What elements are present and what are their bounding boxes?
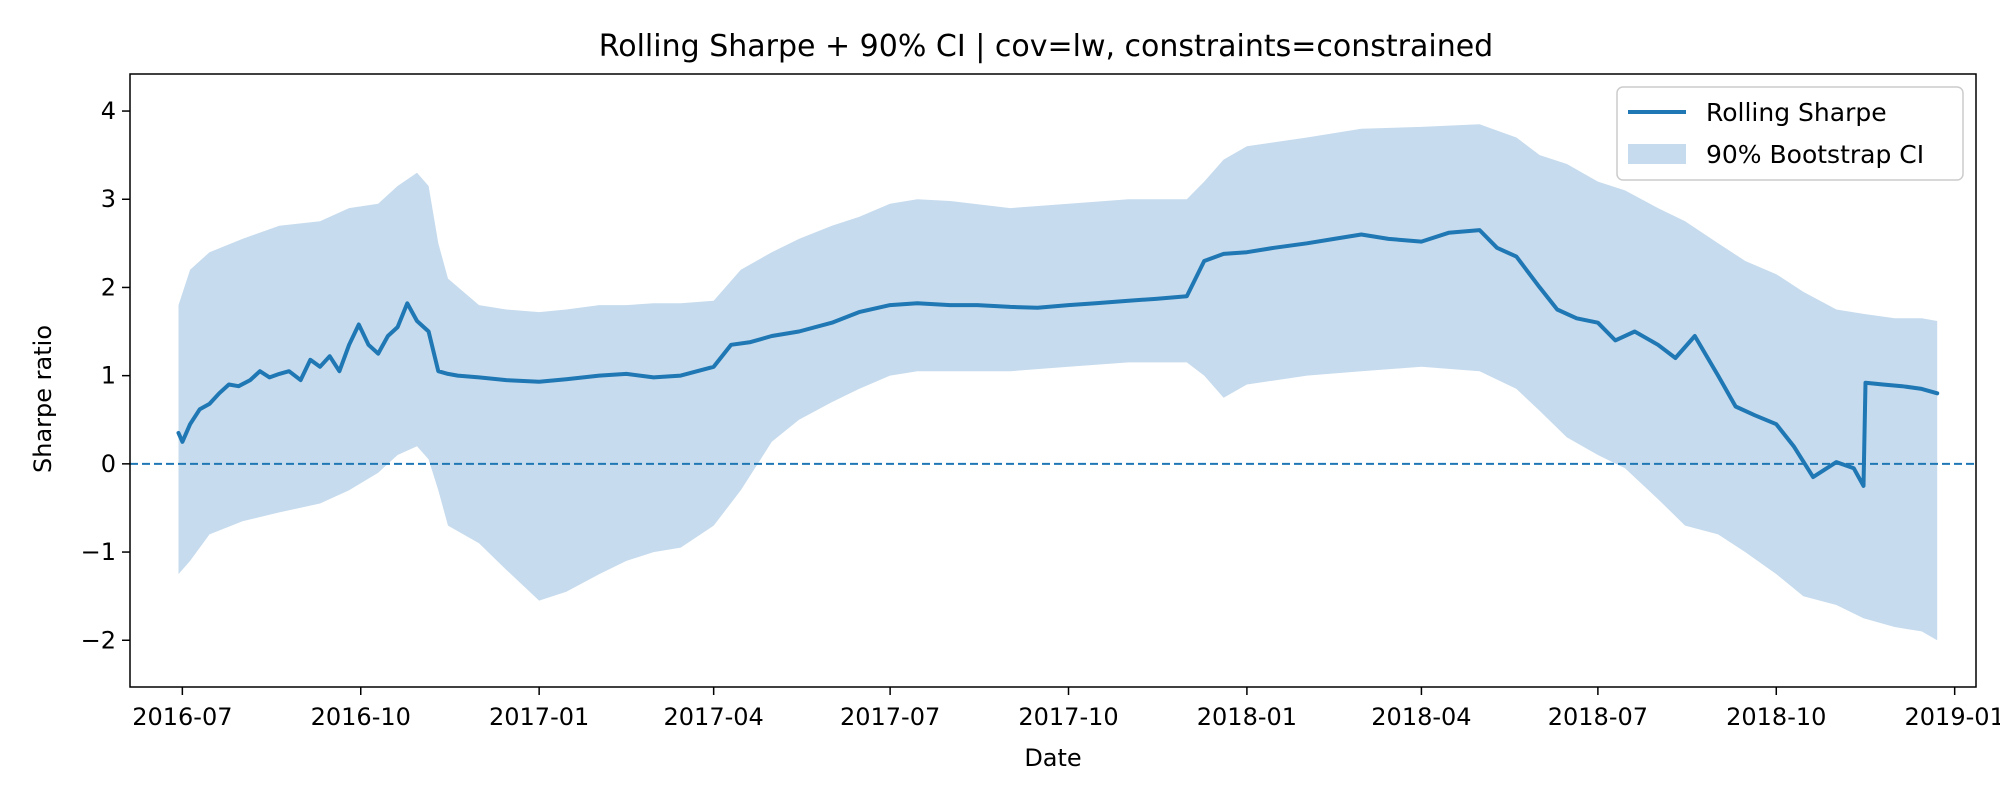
y-tick-label: 0 — [101, 450, 116, 478]
y-tick-label: 4 — [101, 97, 116, 125]
y-tick-label: −1 — [81, 538, 116, 566]
chart-title: Rolling Sharpe + 90% CI | cov=lw, constr… — [599, 29, 1493, 64]
x-tick-label: 2017-07 — [840, 703, 940, 731]
x-tick-label: 2016-07 — [132, 703, 232, 731]
y-tick-label: −2 — [81, 626, 116, 654]
x-tick-label: 2016-10 — [311, 703, 411, 731]
ci-band — [178, 124, 1938, 641]
legend-box — [1616, 86, 1964, 181]
x-tick-label: 2018-01 — [1197, 703, 1297, 731]
y-axis-title: Sharpe ratio — [29, 325, 57, 473]
legend-label-rolling-sharpe: Rolling Sharpe — [1706, 98, 1887, 127]
x-tick-label: 2018-07 — [1548, 703, 1648, 731]
x-tick-label: 2019-01 — [1905, 703, 2000, 731]
plot-area-frame — [129, 73, 1977, 688]
legend-band-swatch — [1628, 144, 1686, 164]
legend: Rolling Sharpe 90% Bootstrap CI — [1616, 86, 1964, 181]
x-tick-label: 2018-10 — [1726, 703, 1826, 731]
rolling-sharpe-line — [176, 228, 1940, 488]
x-axis-ticks: 2016-07 2016-10 2017-01 2017-04 2017-07 2017-… — [132, 687, 2000, 731]
x-axis-title: Date — [1024, 744, 1081, 772]
x-tick-label: 2017-01 — [489, 703, 589, 731]
ci-band-layer — [178, 124, 1938, 641]
y-tick-label: 2 — [101, 273, 116, 301]
sharpe-line-layer — [176, 228, 1940, 488]
legend-label-bootstrap-ci: 90% Bootstrap CI — [1706, 140, 1924, 169]
y-axis-ticks: −2 −1 0 1 2 3 4 — [81, 97, 130, 654]
x-tick-label: 2017-04 — [664, 703, 764, 731]
y-tick-label: 1 — [101, 362, 116, 390]
x-tick-label: 2018-04 — [1371, 703, 1471, 731]
y-tick-label: 3 — [101, 185, 116, 213]
x-tick-label: 2017-10 — [1018, 703, 1118, 731]
